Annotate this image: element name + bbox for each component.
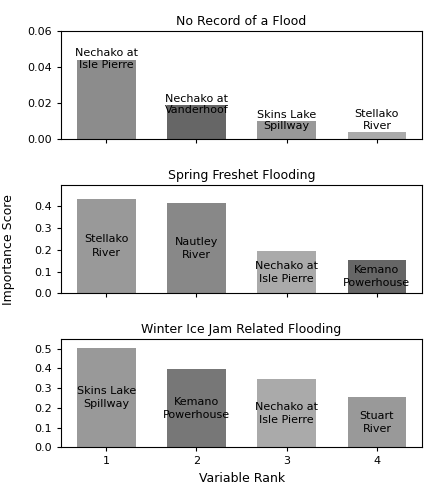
Bar bbox=[257, 252, 316, 294]
Text: Nautley
River: Nautley River bbox=[175, 236, 218, 260]
Bar bbox=[167, 369, 226, 448]
Title: Spring Freshet Flooding: Spring Freshet Flooding bbox=[168, 169, 316, 182]
Bar bbox=[257, 121, 316, 139]
Text: Nechako at
Isle Pierre: Nechako at Isle Pierre bbox=[255, 402, 318, 425]
Bar bbox=[347, 260, 406, 294]
Text: Nechako at: Nechako at bbox=[165, 94, 228, 104]
Text: Kemano
Powerhouse: Kemano Powerhouse bbox=[343, 265, 410, 288]
Text: Vanderhoof: Vanderhoof bbox=[165, 105, 229, 115]
Bar bbox=[167, 104, 226, 139]
Bar bbox=[167, 203, 226, 294]
Text: Isle Pierre: Isle Pierre bbox=[79, 60, 134, 70]
Text: Skins Lake: Skins Lake bbox=[257, 110, 316, 120]
Bar bbox=[77, 348, 135, 448]
Bar bbox=[257, 380, 316, 448]
Text: Kemano
Powerhouse: Kemano Powerhouse bbox=[163, 396, 230, 419]
Title: Winter Ice Jam Related Flooding: Winter Ice Jam Related Flooding bbox=[142, 324, 342, 336]
Title: No Record of a Flood: No Record of a Flood bbox=[177, 15, 307, 28]
Text: Nechako at
Isle Pierre: Nechako at Isle Pierre bbox=[255, 260, 318, 284]
Bar bbox=[77, 199, 135, 294]
Text: Stuart
River: Stuart River bbox=[360, 411, 394, 434]
Text: Importance Score: Importance Score bbox=[2, 194, 15, 306]
Text: Nechako at: Nechako at bbox=[75, 48, 138, 58]
Text: Spillway: Spillway bbox=[264, 121, 310, 131]
Bar bbox=[347, 132, 406, 139]
Text: Stellako
River: Stellako River bbox=[84, 234, 128, 258]
X-axis label: Variable Rank: Variable Rank bbox=[198, 472, 284, 485]
Text: Stellako
River: Stellako River bbox=[355, 109, 399, 132]
Text: Skins Lake
Spillway: Skins Lake Spillway bbox=[76, 386, 136, 409]
Bar bbox=[77, 60, 135, 139]
Bar bbox=[347, 398, 406, 448]
